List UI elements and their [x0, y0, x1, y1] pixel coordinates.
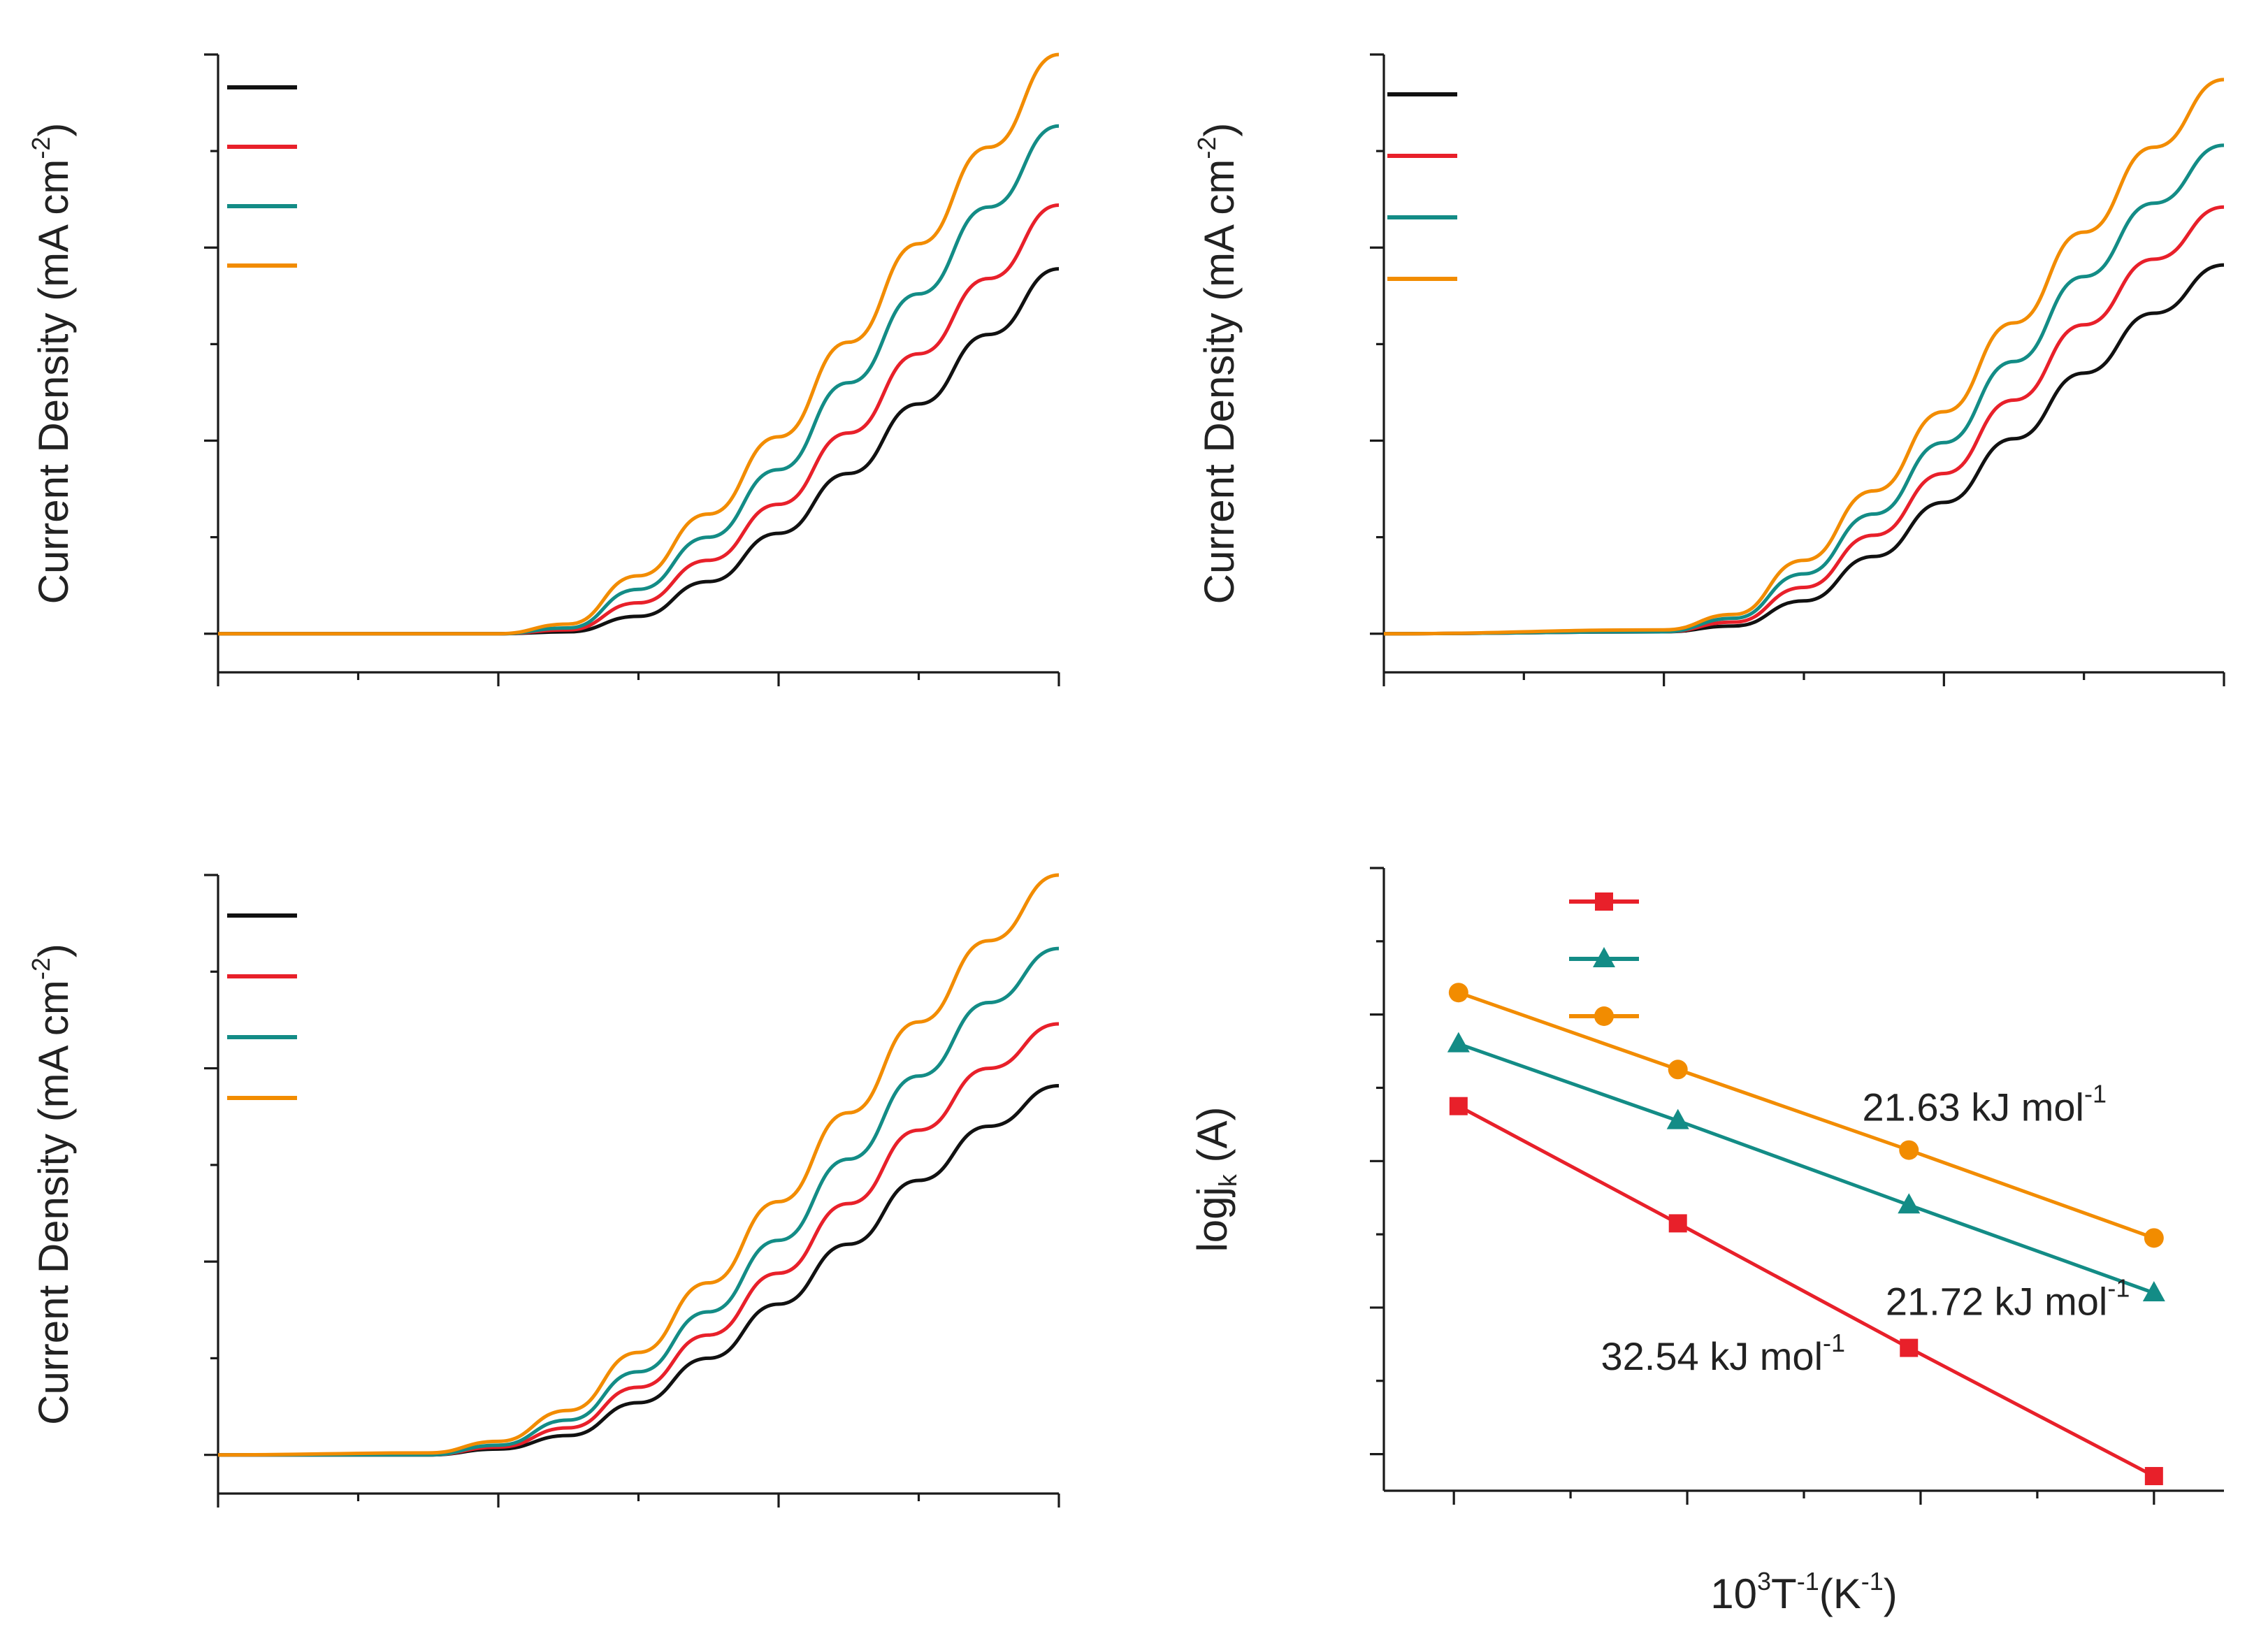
- legend-marker: [1594, 1006, 1614, 1026]
- x-label-sup: -1: [1797, 1567, 1819, 1596]
- annotation-text: 32.54 kJ mol: [1601, 1334, 1823, 1378]
- x-label-k: (K: [1819, 1570, 1861, 1617]
- x-label-close: ): [1884, 1570, 1898, 1617]
- annotation-text: 21.63 kJ mol: [1862, 1085, 2084, 1129]
- slope-annotation: 21.72 kJ mol-1: [1886, 1273, 2130, 1323]
- y-label-main: Current Density (mA cm: [30, 159, 77, 605]
- series-line-303K: [218, 267, 1060, 636]
- data-point: [1900, 1338, 1919, 1357]
- series-line: [1458, 990, 2155, 1240]
- y-label-sup: -2: [1192, 137, 1221, 159]
- annotation-sup: -1: [2084, 1080, 2107, 1108]
- legend-marker: [1595, 892, 1613, 911]
- y-label-close: ): [30, 944, 77, 957]
- x-label-sup: 3: [1757, 1567, 1771, 1596]
- series-line-323K: [1383, 143, 2225, 636]
- y-label-rest: (A): [1189, 1106, 1236, 1174]
- data-point: [1899, 1140, 1919, 1160]
- data-point: [2144, 1228, 2164, 1248]
- series-line: [1457, 1104, 2155, 1478]
- series-line-303K: [218, 1083, 1060, 1457]
- series-line: [1458, 1042, 2155, 1295]
- panel-c: Current Density (mA cm-2): [27, 873, 1060, 1508]
- x-axis-label: 103T-1(K-1): [1710, 1567, 1897, 1617]
- panel-a: Current Density (mA cm-2): [27, 52, 1060, 686]
- y-axis-label: Current Density (mA cm-2): [27, 123, 77, 605]
- data-point: [2144, 1467, 2163, 1486]
- y-label-main: Current Density (mA cm: [30, 980, 77, 1425]
- y-axis-label: Current Density (mA cm-2): [1192, 123, 1243, 605]
- series-line-333K: [1383, 78, 2225, 636]
- series-line-313K: [218, 203, 1060, 636]
- series-line-313K: [218, 1022, 1060, 1457]
- y-label-sub: k: [1213, 1173, 1242, 1187]
- y-label-sup: -2: [27, 957, 55, 980]
- data-point: [1447, 1032, 1470, 1053]
- annotation-sup: -1: [1823, 1329, 1845, 1357]
- data-point: [1449, 1097, 1468, 1115]
- x-label-sup: -1: [1861, 1567, 1884, 1596]
- panel-b: Current Density (mA cm-2): [1192, 53, 2225, 686]
- y-axis-label: Current Density (mA cm-2): [27, 944, 77, 1425]
- y-label-main: logj: [1189, 1187, 1236, 1252]
- series-line-323K: [218, 946, 1060, 1457]
- data-point: [1448, 983, 1468, 1003]
- data-point: [1668, 1060, 1688, 1080]
- data-point: [1668, 1214, 1687, 1233]
- series-line-323K: [218, 124, 1060, 636]
- series-line-333K: [218, 52, 1060, 636]
- data-point: [1898, 1193, 1921, 1214]
- y-label-close: ): [30, 123, 77, 137]
- x-label-10: 10: [1710, 1570, 1757, 1617]
- y-label-sup: -2: [27, 137, 55, 159]
- data-point: [1666, 1108, 1689, 1129]
- y-label-close: ): [1196, 123, 1243, 137]
- y-label-main: Current Density (mA cm: [1196, 159, 1243, 605]
- data-point: [2142, 1280, 2165, 1301]
- annotation-sup: -1: [2107, 1273, 2130, 1302]
- legend-marker: [1593, 947, 1615, 967]
- panel-d: 103T-1(K-1)logjk (A) 21.63 kJ mol-121.72 …: [1189, 867, 2224, 1617]
- slope-annotation: 21.63 kJ mol-1: [1862, 1080, 2107, 1129]
- slope-annotation: 32.54 kJ mol-1: [1601, 1329, 1846, 1378]
- y-axis-label: logjk (A): [1189, 1106, 1242, 1252]
- series-line-333K: [217, 873, 1060, 1457]
- x-label-t: T: [1771, 1570, 1797, 1617]
- annotation-text: 21.72 kJ mol: [1886, 1279, 2108, 1323]
